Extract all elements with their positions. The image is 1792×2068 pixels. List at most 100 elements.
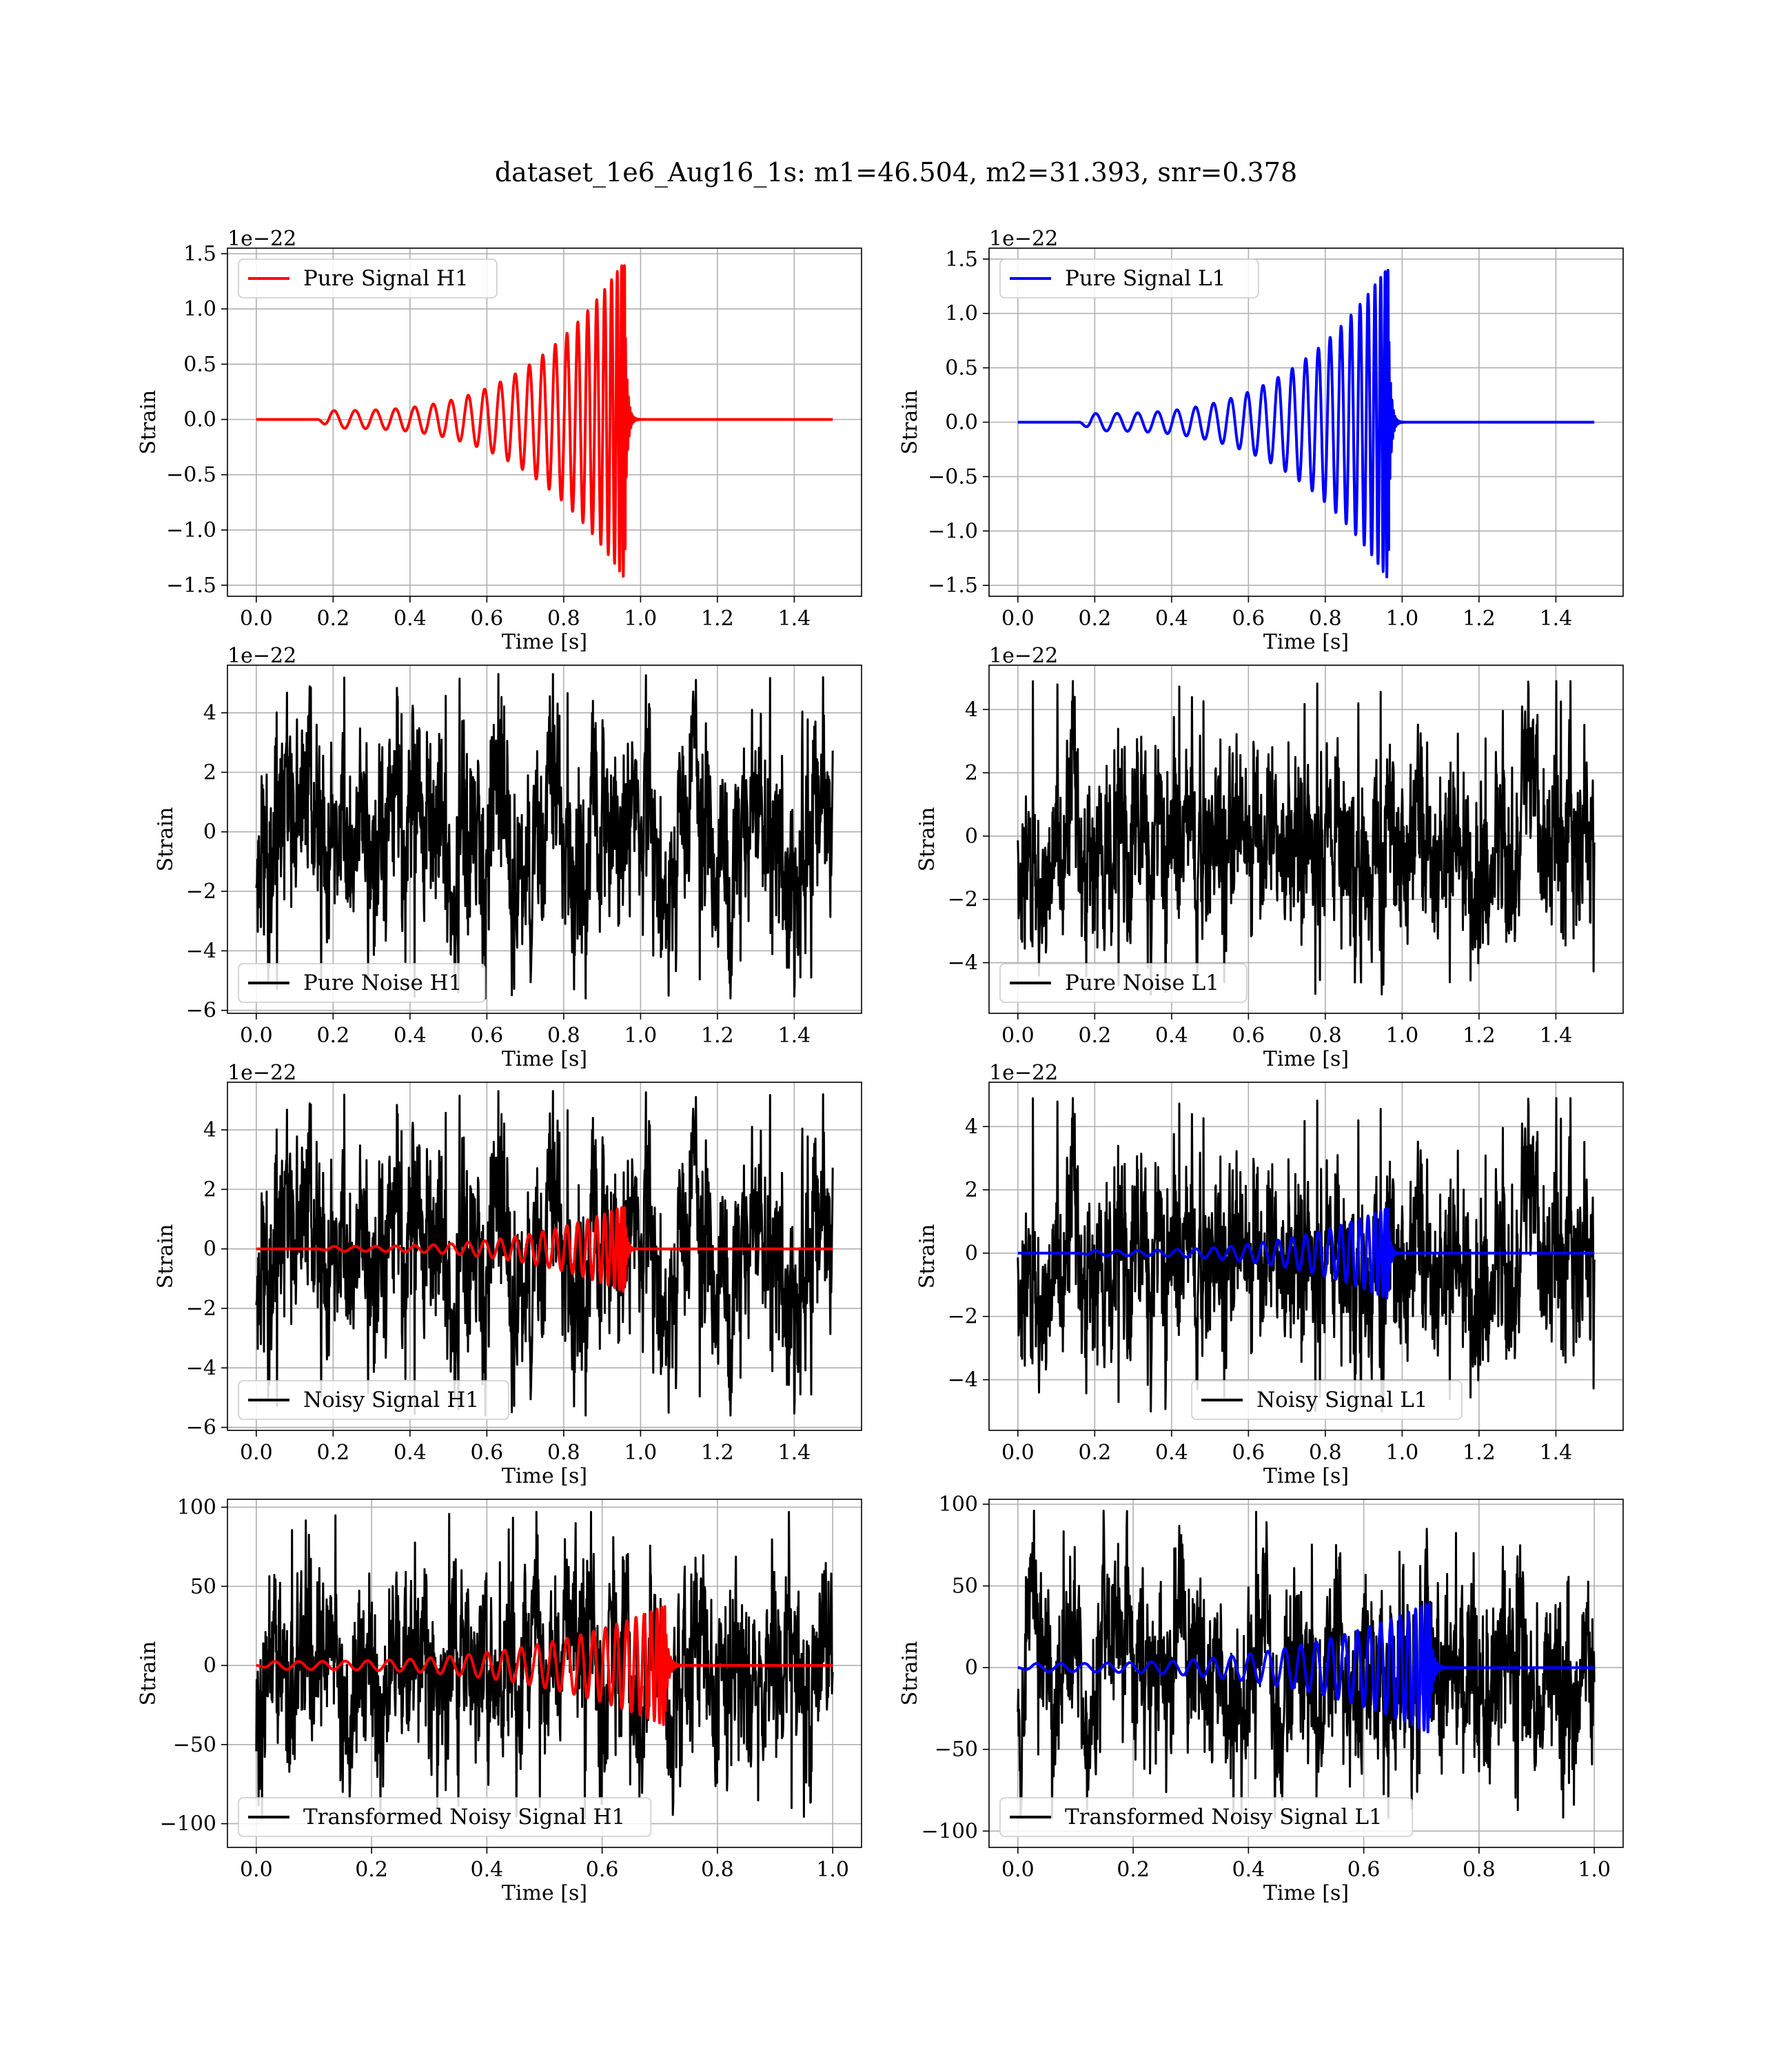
x-tick-label: 0.4 xyxy=(1155,607,1188,631)
y-tick-label: −100 xyxy=(160,1812,216,1836)
subplot-signal-h1: 0.0 0.2 0.4 0.6 0.8 1.0 1.2 1.4 −1.5 −1.0 −0.5 0.0 0… xyxy=(136,227,862,654)
offset-text: 1e−22 xyxy=(227,227,296,251)
y-tick-label: 1.0 xyxy=(945,302,978,326)
y-tick-label: 4 xyxy=(965,1115,978,1139)
x-tick-label: 0.6 xyxy=(1232,1441,1265,1465)
legend: Pure Signal L1 xyxy=(999,258,1259,298)
signal-series-line xyxy=(1017,1207,1596,1300)
legend: Noisy Signal L1 xyxy=(1191,1380,1463,1420)
legend: Transformed Noisy Signal H1 xyxy=(238,1797,652,1837)
signal-series-line xyxy=(1017,1602,1596,1734)
noise-series-line xyxy=(1017,1510,1596,1819)
x-tick-label: 0.0 xyxy=(1001,1441,1035,1465)
y-tick-label: −1.0 xyxy=(928,519,978,543)
x-tick-label: 0.6 xyxy=(471,607,504,631)
legend: Pure Noise H1 xyxy=(238,963,486,1003)
signal-series-line xyxy=(1017,269,1596,578)
plot-area xyxy=(1017,680,1596,995)
x-tick-label: 0.4 xyxy=(1155,1441,1188,1465)
y-tick-label: 2 xyxy=(203,1177,216,1202)
y-axis-label: Strain xyxy=(898,390,922,455)
x-tick-label: 0.8 xyxy=(1309,1441,1342,1465)
legend: Pure Noise L1 xyxy=(999,963,1248,1003)
y-axis-label: Strain xyxy=(136,390,161,455)
plot-area xyxy=(255,264,834,578)
y-axis-label: Strain xyxy=(154,1224,178,1289)
y-tick-label: −2 xyxy=(948,888,978,912)
x-axis-label: Time [s] xyxy=(1263,1881,1349,1905)
y-tick-label: −2 xyxy=(186,880,216,904)
x-tick-label: 1.0 xyxy=(624,1024,658,1048)
plot-area xyxy=(1017,1097,1596,1412)
legend-box xyxy=(238,963,486,1003)
y-tick-label: −1.0 xyxy=(166,518,216,543)
axes-frame xyxy=(227,1499,862,1848)
axes-frame xyxy=(988,1499,1624,1848)
x-tick-label: 1.0 xyxy=(1386,607,1419,631)
offset-text: 1e−22 xyxy=(989,227,1058,251)
legend-label: Noisy Signal H1 xyxy=(303,1388,479,1412)
x-tick-label: 1.2 xyxy=(1463,1024,1496,1048)
legend-label: Pure Signal H1 xyxy=(303,266,469,291)
legend-box xyxy=(238,1380,509,1420)
y-tick-label: −1.5 xyxy=(928,574,978,598)
x-tick-label: 1.4 xyxy=(1540,607,1573,631)
offset-text: 1e−22 xyxy=(227,644,296,668)
x-tick-label: 0.8 xyxy=(547,1024,580,1048)
x-tick-label: 1.0 xyxy=(1386,1024,1419,1048)
y-tick-label: −0.5 xyxy=(166,463,216,487)
y-tick-label: 0 xyxy=(965,1656,978,1680)
legend-label: Transformed Noisy Signal L1 xyxy=(1065,1805,1383,1829)
axes-frame xyxy=(227,665,862,1014)
y-axis-label: Strain xyxy=(136,1641,161,1706)
offset-text: 1e−22 xyxy=(989,1061,1058,1085)
legend-label: Noisy Signal L1 xyxy=(1256,1388,1428,1412)
y-tick-label: 0 xyxy=(965,1241,978,1266)
subplot-noise-l1: 0.0 0.2 0.4 0.6 0.8 1.0 1.2 1.4 −4 −2 0 2 4 Time [s] S… xyxy=(915,644,1624,1071)
legend-box xyxy=(999,1797,1414,1837)
y-tick-label: 50 xyxy=(952,1574,978,1599)
x-tick-label: 0.2 xyxy=(1078,607,1111,631)
y-tick-label: 4 xyxy=(203,701,216,725)
x-tick-label: 0.0 xyxy=(1001,1858,1035,1882)
y-tick-label: 0 xyxy=(965,824,978,849)
y-tick-label: 1.0 xyxy=(183,297,216,321)
x-tick-label: 0.0 xyxy=(240,1441,273,1465)
x-tick-label: 1.2 xyxy=(701,1441,734,1465)
legend-label: Pure Noise H1 xyxy=(303,971,462,995)
x-tick-label: 0.8 xyxy=(1309,1024,1342,1048)
x-tick-label: 0.4 xyxy=(1155,1024,1188,1048)
y-tick-label: 0.5 xyxy=(183,352,216,376)
noise-series-line xyxy=(1017,680,1596,995)
x-tick-label: 0.4 xyxy=(394,607,427,631)
x-tick-label: 0.2 xyxy=(1117,1858,1150,1882)
y-tick-label: 100 xyxy=(939,1492,978,1517)
x-tick-label: 0.8 xyxy=(701,1858,734,1882)
y-tick-label: −6 xyxy=(186,999,216,1023)
y-tick-label: 0.0 xyxy=(945,411,978,435)
noise-series-line xyxy=(255,1090,834,1417)
x-tick-label: 1.4 xyxy=(778,607,811,631)
y-axis-label: Strain xyxy=(915,807,939,872)
x-tick-label: 0.2 xyxy=(316,1024,349,1048)
legend-box xyxy=(238,1797,652,1837)
y-tick-label: 1.5 xyxy=(183,242,216,266)
x-tick-label: 1.0 xyxy=(1578,1858,1611,1882)
subplot-signal-l1: 0.0 0.2 0.4 0.6 0.8 1.0 1.2 1.4 −1.5 −1.0 −0.5 0.0 0… xyxy=(898,227,1624,654)
x-tick-label: 0.2 xyxy=(355,1858,388,1882)
legend: Pure Signal H1 xyxy=(238,258,498,298)
subplot-transformed-l1: 0.0 0.2 0.4 0.6 0.8 1.0 −100 −50 0 50 100 Time [s] S… xyxy=(898,1492,1624,1905)
x-tick-label: 1.0 xyxy=(816,1858,849,1882)
signal-series-line xyxy=(255,1206,834,1292)
x-tick-label: 0.6 xyxy=(1232,1024,1265,1048)
y-tick-label: −2 xyxy=(948,1305,978,1329)
y-tick-label: 4 xyxy=(965,698,978,722)
y-tick-label: 0.0 xyxy=(183,407,216,432)
x-tick-label: 1.2 xyxy=(701,1024,734,1048)
offset-text: 1e−22 xyxy=(227,1061,296,1085)
axes-frame xyxy=(988,665,1624,1014)
y-tick-label: −100 xyxy=(922,1819,978,1843)
x-axis-label: Time [s] xyxy=(1263,1047,1349,1071)
y-tick-label: 2 xyxy=(965,761,978,785)
